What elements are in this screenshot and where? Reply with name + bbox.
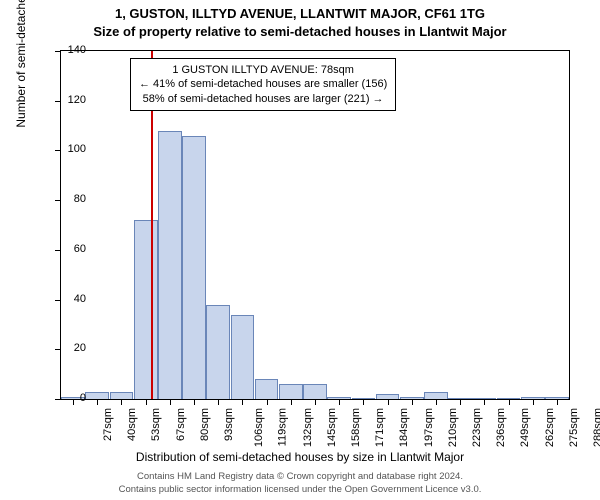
histogram-bar: [134, 220, 158, 399]
x-tick-label: 210sqm: [447, 408, 459, 447]
x-tick-label: 53sqm: [151, 408, 163, 441]
footer-line2: Contains public sector information licen…: [0, 484, 600, 496]
histogram-bar: [158, 131, 182, 399]
annotation-box: 1 GUSTON ILLTYD AVENUE: 78sqm ← 41% of s…: [130, 58, 396, 111]
annotation-line1: 1 GUSTON ILLTYD AVENUE: 78sqm: [139, 63, 387, 77]
annotation-line2: ← 41% of semi-detached houses are smalle…: [139, 77, 387, 91]
histogram-bar: [424, 392, 448, 399]
annotation-line3: 58% of semi-detached houses are larger (…: [139, 92, 387, 106]
y-tick-label: 60: [56, 243, 86, 255]
y-tick-label: 80: [56, 193, 86, 205]
chart-title-sub: Size of property relative to semi-detach…: [0, 24, 600, 39]
x-tick-label: 119sqm: [277, 408, 289, 446]
footer-line1: Contains HM Land Registry data © Crown c…: [0, 471, 600, 483]
y-tick-label: 40: [56, 293, 86, 305]
x-tick-label: 262sqm: [544, 408, 556, 447]
x-tick-label: 197sqm: [423, 408, 435, 447]
histogram-bar: [303, 384, 327, 399]
x-tick-label: 236sqm: [495, 408, 507, 447]
x-tick-label: 275sqm: [568, 408, 580, 447]
x-tick-label: 249sqm: [519, 408, 531, 447]
y-tick-label: 100: [56, 143, 86, 155]
histogram-bar: [255, 379, 279, 399]
x-tick-label: 106sqm: [253, 408, 265, 447]
histogram-bar: [110, 392, 134, 399]
histogram-bar: [85, 392, 109, 399]
y-axis-title: Number of semi-detached properties: [14, 0, 28, 128]
x-tick-label: 223sqm: [471, 408, 483, 447]
x-tick-label: 145sqm: [326, 408, 338, 447]
y-tick-label: 140: [56, 44, 86, 56]
chart-container: 1, GUSTON, ILLTYD AVENUE, LLANTWIT MAJOR…: [0, 0, 600, 500]
histogram-bar: [206, 305, 230, 399]
x-tick-label: 40sqm: [126, 408, 138, 441]
histogram-bar: [231, 315, 255, 400]
y-tick-label: 20: [56, 342, 86, 354]
x-tick-label: 27sqm: [102, 408, 114, 441]
x-tick-label: 93sqm: [223, 408, 235, 441]
x-tick-label: 288sqm: [592, 408, 600, 447]
footer: Contains HM Land Registry data © Crown c…: [0, 471, 600, 496]
y-tick-label: 120: [56, 94, 86, 106]
x-tick-label: 171sqm: [374, 408, 386, 447]
x-tick-label: 80sqm: [199, 408, 211, 441]
chart-title-main: 1, GUSTON, ILLTYD AVENUE, LLANTWIT MAJOR…: [0, 6, 600, 21]
x-axis-title: Distribution of semi-detached houses by …: [0, 450, 600, 464]
histogram-bar: [182, 136, 206, 399]
x-tick-label: 184sqm: [399, 408, 411, 447]
x-tick-label: 158sqm: [350, 408, 362, 447]
histogram-bar: [279, 384, 303, 399]
x-tick-label: 67sqm: [175, 408, 187, 441]
y-tick-label: 0: [56, 392, 86, 404]
x-tick-label: 132sqm: [302, 408, 314, 447]
